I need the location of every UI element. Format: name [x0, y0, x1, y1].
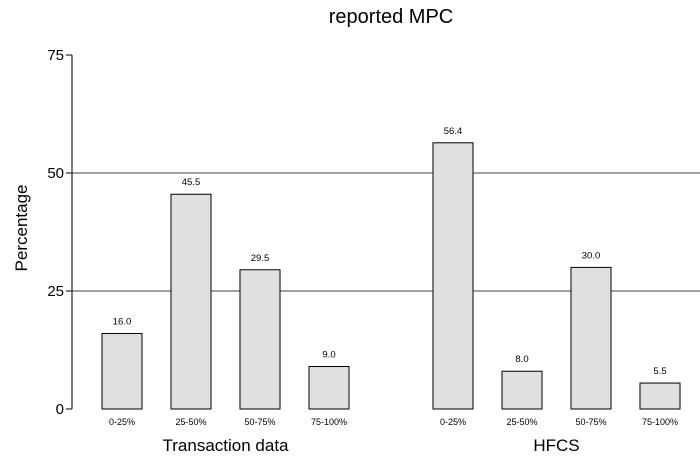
y-axis: 0 25 50 75	[47, 47, 73, 418]
y-tick-label: 25	[47, 283, 64, 300]
x-tick-label: 25-50%	[175, 417, 206, 427]
bar	[101, 332, 143, 410]
y-tick-label: 50	[47, 165, 64, 182]
data-label: 56.4	[444, 126, 463, 137]
bar	[501, 370, 543, 410]
bar	[570, 266, 612, 410]
y-axis-label: Percentage	[12, 185, 31, 272]
x-tick-label: 50-75%	[575, 417, 606, 427]
chart-title: reported MPC	[329, 6, 454, 28]
group-label: HFCS	[533, 436, 579, 455]
bar	[239, 269, 281, 410]
data-label: 30.0	[582, 250, 601, 261]
data-label: 29.5	[251, 253, 270, 264]
bar	[432, 142, 474, 410]
data-label: 16.0	[113, 316, 132, 327]
bars	[101, 142, 681, 410]
bar	[308, 366, 350, 410]
x-tick-label: 0-25%	[109, 417, 135, 427]
x-tick-label: 75-100%	[311, 417, 347, 427]
group-label: Transaction data	[163, 436, 290, 455]
y-tick-label: 0	[56, 401, 64, 418]
data-label: 5.5	[653, 366, 666, 377]
x-tick-label: 25-50%	[506, 417, 537, 427]
x-tick-label: 75-100%	[642, 417, 678, 427]
bar	[170, 193, 212, 410]
data-label: 9.0	[322, 350, 335, 361]
bar	[639, 382, 681, 410]
x-tick-label: 0-25%	[440, 417, 466, 427]
labels: 16.0 0-25% 45.5 25-50% 29.5 50-75% 9.0 75-100% T…	[109, 126, 678, 455]
y-tick-label: 75	[47, 47, 64, 64]
x-tick-label: 50-75%	[244, 417, 275, 427]
data-label: 45.5	[182, 177, 201, 188]
data-label: 8.0	[515, 354, 528, 365]
